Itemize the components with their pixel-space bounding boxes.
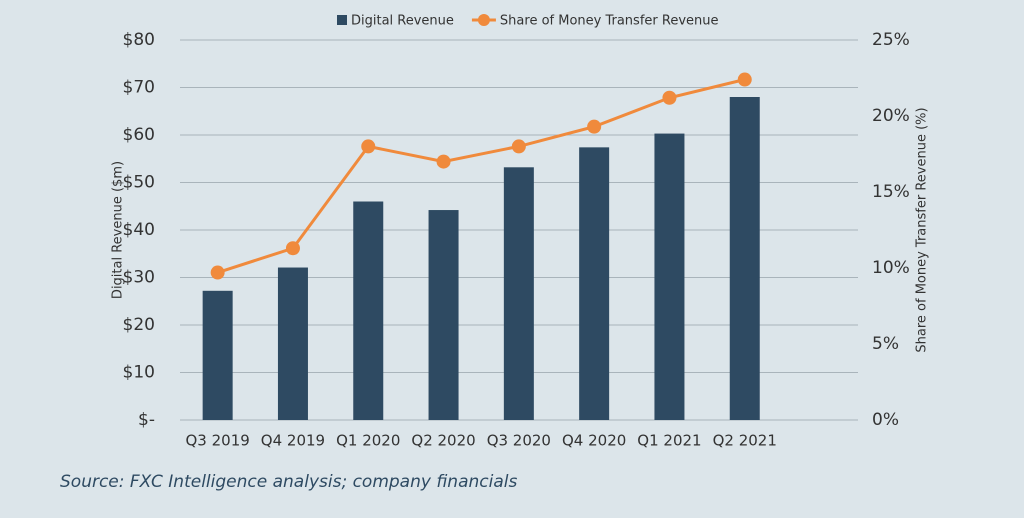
marker (662, 90, 677, 105)
marker (210, 265, 225, 280)
line (217, 78, 746, 274)
marker (436, 154, 451, 169)
y2-tick-label: 0% (872, 410, 899, 430)
bar (428, 210, 459, 420)
bar (579, 147, 610, 420)
marker (511, 139, 526, 154)
y2-tick-label: 25% (872, 30, 910, 50)
y-tick-label: $60 (123, 125, 155, 145)
legend-label: Share of Money Transfer Revenue (500, 14, 719, 29)
y-tick-label: $30 (123, 268, 155, 288)
bar (503, 167, 534, 420)
source: Source: FXC Intelligence analysis; compa… (60, 472, 517, 492)
x-tick-label: Q2 2021 (713, 432, 777, 450)
marker (285, 241, 300, 256)
legend-label: Digital Revenue (351, 14, 454, 29)
marker (587, 119, 602, 134)
marker (737, 72, 752, 87)
bar (729, 97, 760, 420)
x-tick-label: Q1 2020 (336, 432, 400, 450)
bar (353, 201, 384, 420)
y-axis-label: Digital Revenue ($m) (111, 161, 126, 299)
x-tick-label: Q3 2019 (186, 432, 250, 450)
x-tick-label: Q2 2020 (411, 432, 475, 450)
y-tick-label: $10 (123, 363, 155, 383)
y2-tick-label: 15% (872, 182, 910, 202)
y-tick-label: $70 (123, 78, 155, 98)
y2-tick-label: 5% (872, 334, 899, 354)
legend-swatch (477, 14, 490, 26)
y-tick-label: $20 (123, 315, 155, 335)
bar (277, 267, 308, 420)
y-tick-label: $40 (123, 220, 155, 240)
y-tick-label: $- (138, 410, 155, 430)
x-tick-label: Q4 2020 (562, 432, 626, 450)
x-tick-label: Q3 2020 (487, 432, 551, 450)
x-tick-label: Q4 2019 (261, 432, 325, 450)
x-tick-label: Q1 2021 (637, 432, 701, 450)
bar (654, 133, 685, 420)
y-tick-label: $80 (123, 30, 155, 50)
bar (202, 290, 233, 420)
y-tick-label: $50 (123, 173, 155, 193)
marker (361, 139, 376, 154)
legend-swatch (337, 15, 347, 25)
y2-tick-label: 10% (872, 258, 910, 278)
y2-tick-label: 20% (872, 106, 910, 126)
y2-axis-label: Share of Money Transfer Revenue (%) (915, 107, 930, 352)
